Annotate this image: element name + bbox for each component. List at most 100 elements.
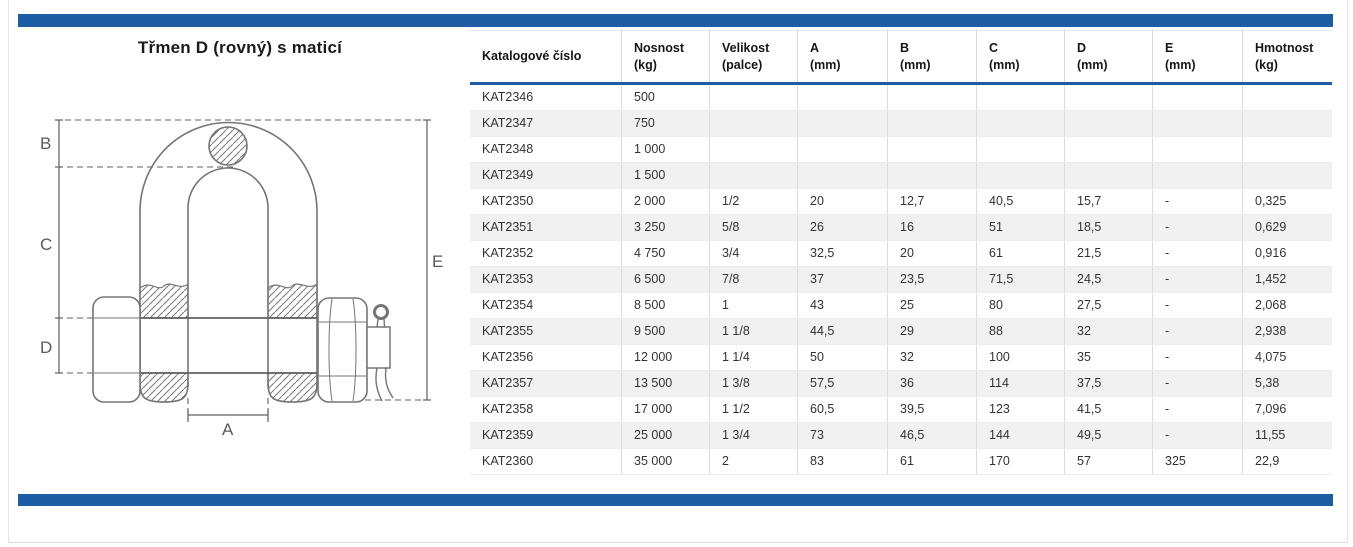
table-cell [1243, 137, 1332, 162]
table-cell: 12,7 [888, 189, 977, 214]
table-cell: 144 [977, 423, 1065, 448]
table-cell: 37 [798, 267, 888, 292]
table-cell: - [1153, 397, 1243, 422]
table-row: KAT2356 12 000 1 1/4 50 32 100 35-4,075 [470, 345, 1332, 371]
page-title: Třmen D (rovný) s maticí [137, 38, 343, 57]
table-cell: 26 [798, 215, 888, 240]
table-row: KAT2350 2 000 1/2 20 12,7 40,5 15,7-0,325 [470, 189, 1332, 215]
dimension-label-c: C [40, 235, 52, 254]
table-cell [1243, 163, 1332, 188]
table-cell: - [1153, 371, 1243, 396]
column-header-label: B [900, 40, 910, 55]
table-cell: - [1153, 241, 1243, 266]
table-cell: 80 [977, 293, 1065, 318]
table-cell [888, 137, 977, 162]
table-cell: 25 [888, 293, 977, 318]
table-cell [888, 163, 977, 188]
table-cell: 13 500 [622, 371, 710, 396]
column-header-unit: (kg) [634, 57, 657, 72]
table-cell: 23,5 [888, 267, 977, 292]
table-cell: 2,938 [1255, 324, 1287, 338]
table-cell: 11,55 [1255, 428, 1286, 442]
table-header-row: Katalogové číslo Nosnost (kg) Velikost (palc… [470, 30, 1332, 85]
table-cell: 46,5 [888, 423, 977, 448]
table-cell [710, 85, 798, 110]
column-header-unit: (mm) [1165, 57, 1196, 72]
table-cell: 0,629 [1255, 220, 1287, 234]
catalog-number-cell: KAT2353 [470, 267, 622, 292]
table-cell [1065, 137, 1153, 162]
table-cell: - [1153, 293, 1243, 318]
table-cell: 51 [977, 215, 1065, 240]
table-cell: 35 000 [622, 449, 710, 474]
table-cell: 4 750 [622, 241, 710, 266]
cotter-pin [366, 304, 394, 402]
table-cell: - [1153, 267, 1243, 292]
shackle-drawing-svg: B C D E A [40, 119, 443, 439]
column-header-unit: (mm) [810, 57, 841, 72]
table-cell: 123 [977, 397, 1065, 422]
column-header-unit: (mm) [1077, 57, 1108, 72]
table-cell: 1 1/2 [710, 397, 798, 422]
catalog-number-cell: KAT2356 [470, 345, 622, 370]
table-cell: 500 [622, 85, 710, 110]
catalog-number-cell: KAT2349 [470, 163, 622, 188]
table-cell: 88 [977, 319, 1065, 344]
table-row: KAT2353 6 500 7/8 37 23,5 71,5 24,5-1,452 [470, 267, 1332, 293]
dimension-label-e: E [432, 252, 443, 271]
column-header: C (mm) [977, 31, 1065, 82]
table-cell: - [1153, 345, 1243, 370]
column-header: B (mm) [888, 31, 977, 82]
table-cell: 61 [888, 449, 977, 474]
table-cell: 1 [710, 293, 798, 318]
table-cell [1243, 85, 1332, 110]
table-cell: 12 000 [622, 345, 710, 370]
catalog-number-cell: KAT2354 [470, 293, 622, 318]
table-row: KAT2359 25 000 1 3/4 73 46,5 144 49,5-11,55 [470, 423, 1332, 449]
column-header-unit: (kg) [1255, 57, 1278, 72]
table-cell: 71,5 [977, 267, 1065, 292]
catalog-number-cell: KAT2347 [470, 111, 622, 136]
catalog-number-cell: KAT2350 [470, 189, 622, 214]
table-cell [1065, 85, 1153, 110]
table-cell [977, 137, 1065, 162]
table-cell: 5,38 [1255, 376, 1280, 390]
table-cell: 100 [977, 345, 1065, 370]
lug-hatching [139, 282, 318, 403]
column-header-label: D [1077, 40, 1087, 55]
table-cell: 27,5 [1065, 293, 1153, 318]
table-row: KAT2347 750 [470, 111, 1332, 137]
table-cell: 36 [888, 371, 977, 396]
table-cell: 15,7 [1065, 189, 1153, 214]
table-cell: 1 1/8 [710, 319, 798, 344]
column-header: Katalogové číslo [470, 31, 622, 82]
table-cell: 5/8 [710, 215, 798, 240]
table-cell [1065, 163, 1153, 188]
table-cell: 32 [1065, 319, 1153, 344]
bolt-hex-head [92, 296, 141, 403]
table-cell [888, 111, 977, 136]
top-accent-bar [18, 14, 1333, 27]
table-row: KAT2348 1 000 [470, 137, 1332, 163]
table-cell [710, 163, 798, 188]
table-cell: 44,5 [798, 319, 888, 344]
table-cell: 0,916 [1255, 246, 1287, 260]
table-cell [1243, 111, 1332, 136]
column-header-unit: (mm) [989, 57, 1020, 72]
table-cell: 25 000 [622, 423, 710, 448]
catalog-number-cell: KAT2346 [470, 85, 622, 110]
catalog-number-cell: KAT2355 [470, 319, 622, 344]
table-cell: 750 [622, 111, 710, 136]
table-cell: 1 000 [622, 137, 710, 162]
table-cell: 2 [710, 449, 798, 474]
table-cell: 4,075 [1255, 350, 1287, 364]
table-cell: 24,5 [1065, 267, 1153, 292]
table-row: KAT2355 9 500 1 1/8 44,5 29 88 32-2,938 [470, 319, 1332, 345]
table-cell: 9 500 [622, 319, 710, 344]
table-cell: 49,5 [1065, 423, 1153, 448]
table-cell [710, 111, 798, 136]
table-body: KAT2346 500 KAT2347 750 KAT2348 1 000 KAT2349 1… [470, 85, 1332, 475]
table-cell: 7,096 [1255, 402, 1287, 416]
table-cell: 41,5 [1065, 397, 1153, 422]
